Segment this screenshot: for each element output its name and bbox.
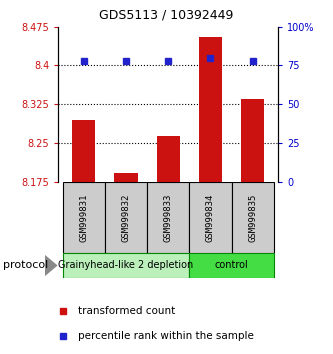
Text: GSM999831: GSM999831 — [79, 194, 88, 242]
Bar — [231, 182, 274, 253]
Bar — [189, 253, 274, 278]
Bar — [241, 99, 264, 182]
Text: GSM999835: GSM999835 — [248, 194, 257, 242]
Bar — [147, 182, 189, 253]
Text: GSM999834: GSM999834 — [206, 194, 215, 242]
Text: Grainyhead-like 2 depletion: Grainyhead-like 2 depletion — [58, 261, 193, 270]
Bar — [189, 182, 231, 253]
Text: GSM999833: GSM999833 — [164, 194, 173, 242]
Bar — [114, 173, 138, 182]
Bar — [157, 136, 180, 182]
Bar — [72, 120, 95, 182]
Bar — [105, 182, 147, 253]
Bar — [63, 253, 189, 278]
Text: transformed count: transformed count — [78, 306, 175, 316]
Text: control: control — [215, 261, 248, 270]
Polygon shape — [45, 255, 58, 276]
Text: GDS5113 / 10392449: GDS5113 / 10392449 — [99, 9, 234, 22]
Text: protocol: protocol — [3, 261, 49, 270]
Bar — [63, 182, 105, 253]
Text: percentile rank within the sample: percentile rank within the sample — [78, 331, 254, 341]
Bar — [199, 37, 222, 182]
Text: GSM999832: GSM999832 — [122, 194, 131, 242]
